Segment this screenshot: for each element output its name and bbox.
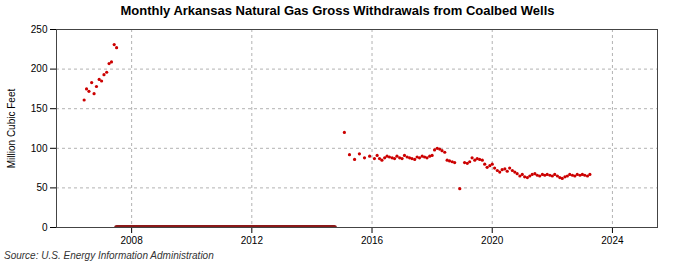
svg-text:2016: 2016: [361, 235, 384, 246]
svg-text:50: 50: [36, 182, 48, 193]
svg-text:250: 250: [31, 24, 48, 35]
svg-text:200: 200: [31, 63, 48, 74]
svg-text:2020: 2020: [481, 235, 504, 246]
svg-text:100: 100: [31, 143, 48, 154]
svg-text:2012: 2012: [241, 235, 264, 246]
svg-text:Million Cubic Feet: Million Cubic Feet: [6, 89, 17, 169]
svg-text:2024: 2024: [601, 235, 624, 246]
html-text:Monthly Arkansas Natural Gas G: Monthly Arkansas Natural Gas Gross Withd…: [120, 3, 555, 18]
svg-text:2008: 2008: [121, 235, 144, 246]
html-text:Source: U.S. Energy Informatio: Source: U.S. Energy Information Administ…: [4, 250, 214, 261]
svg-text:0: 0: [42, 222, 48, 233]
svg-text:150: 150: [31, 103, 48, 114]
